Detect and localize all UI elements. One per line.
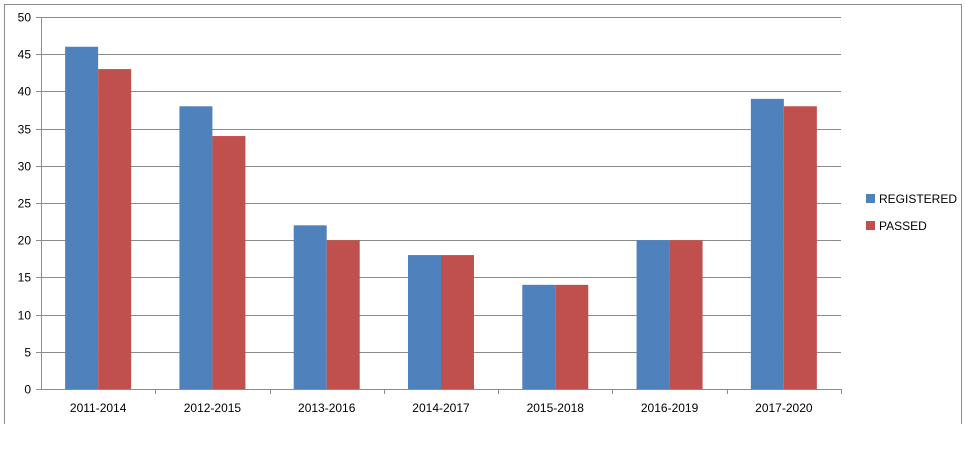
legend: REGISTERED PASSED bbox=[866, 192, 957, 233]
bars bbox=[65, 46, 817, 389]
y-tick-label: 15 bbox=[18, 271, 32, 285]
bar-registered-2016-2019 bbox=[636, 240, 670, 389]
bar-passed-2015-2018 bbox=[555, 284, 589, 389]
bar-passed-2013-2016 bbox=[326, 240, 360, 389]
y-tick-label: 35 bbox=[18, 123, 32, 137]
y-tick-label: 40 bbox=[18, 85, 32, 99]
y-tick-label: 45 bbox=[18, 48, 32, 62]
x-axis-tick-labels: 2011-2014 2012-2015 2013-2016 2014-2017 2015… bbox=[70, 401, 813, 415]
bar-passed-2017-2020 bbox=[783, 106, 817, 389]
x-tick-label: 2016-2019 bbox=[641, 401, 699, 415]
x-tick-label: 2017-2020 bbox=[755, 401, 813, 415]
y-tick-label: 50 bbox=[18, 11, 32, 25]
x-tick-label: 2011-2014 bbox=[70, 401, 127, 415]
x-tick-label: 2013-2016 bbox=[298, 401, 356, 415]
bar-registered-2017-2020 bbox=[750, 98, 784, 389]
bar-passed-2014-2017 bbox=[441, 255, 474, 389]
y-tick-label: 0 bbox=[24, 383, 31, 397]
x-tick-label: 2012-2015 bbox=[184, 401, 242, 415]
y-tick-label: 30 bbox=[18, 160, 32, 174]
legend-swatch-passed bbox=[866, 221, 875, 230]
bar-registered-2013-2016 bbox=[293, 225, 327, 389]
gridlines bbox=[41, 17, 841, 353]
axes bbox=[36, 17, 842, 394]
bar-registered-2012-2015 bbox=[179, 106, 213, 389]
x-tick-label: 2014-2017 bbox=[412, 401, 470, 415]
bar-registered-2014-2017 bbox=[408, 255, 441, 389]
bar-registered-2015-2018 bbox=[522, 284, 556, 389]
y-tick-label: 20 bbox=[18, 234, 32, 248]
y-tick-label: 5 bbox=[24, 346, 31, 360]
chart-frame bbox=[4, 4, 962, 424]
bar-passed-2012-2015 bbox=[212, 136, 246, 389]
y-tick-label: 25 bbox=[18, 197, 32, 211]
y-tick-label: 10 bbox=[18, 309, 32, 323]
legend-label-passed: PASSED bbox=[879, 219, 927, 233]
legend-label-registered: REGISTERED bbox=[879, 192, 957, 206]
x-tick-label: 2015-2018 bbox=[527, 401, 585, 415]
y-axis-tick-labels: 0 5 10 15 20 25 30 35 40 45 50 bbox=[18, 11, 32, 397]
bar-registered-2011-2014 bbox=[65, 46, 99, 389]
legend-swatch-registered bbox=[866, 194, 875, 203]
bar-passed-2011-2014 bbox=[98, 69, 132, 389]
bar-passed-2016-2019 bbox=[669, 240, 703, 389]
